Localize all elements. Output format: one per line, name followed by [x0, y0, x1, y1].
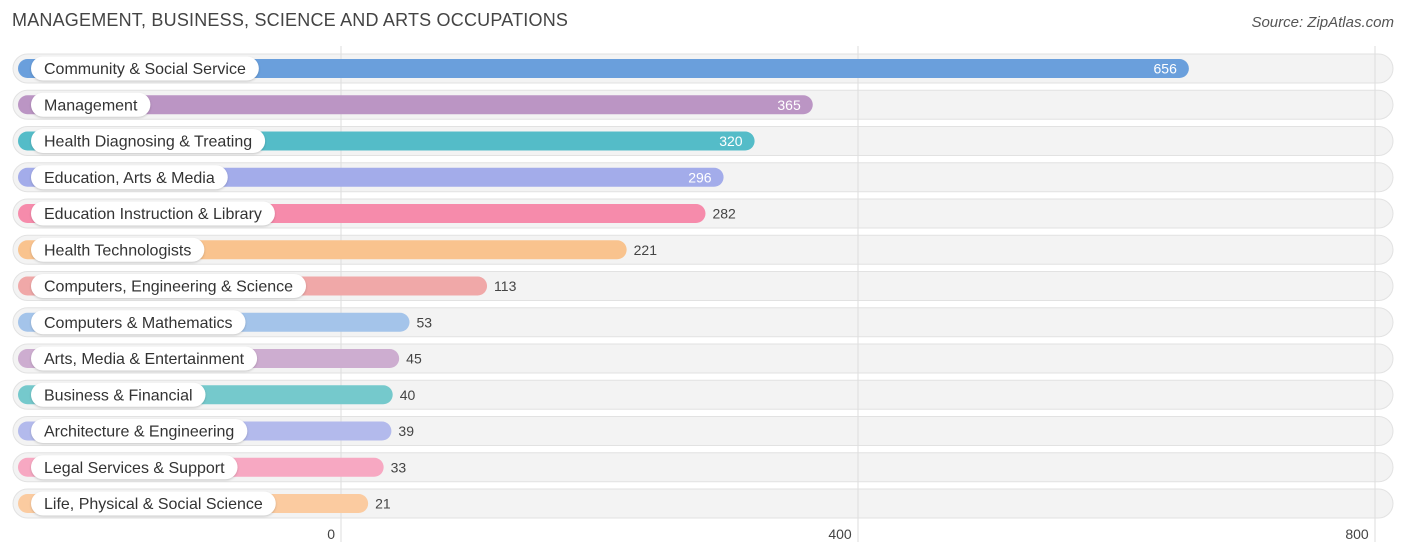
- bar-label: Community & Social Service: [44, 61, 246, 78]
- bar-label: Health Technologists: [44, 242, 191, 259]
- label-pill: [31, 56, 259, 81]
- x-tick-label: 800: [1345, 526, 1369, 542]
- bar-value: 656: [1154, 61, 1178, 77]
- bar-value: 40: [400, 387, 416, 403]
- bar: [18, 59, 1189, 78]
- label-pill: [31, 419, 248, 443]
- label-pill: [31, 165, 228, 190]
- bar-label: Computers, Engineering & Science: [44, 279, 293, 296]
- chart-title: MANAGEMENT, BUSINESS, SCIENCE AND ARTS O…: [12, 10, 569, 30]
- label-pill: [31, 201, 275, 226]
- bar-value: 33: [391, 459, 407, 475]
- bar-label: Management: [44, 97, 138, 114]
- label-pill: [31, 129, 266, 153]
- bar-value: 296: [688, 169, 712, 185]
- label-pill: [31, 382, 206, 407]
- bar-value: 282: [712, 206, 736, 222]
- source-note: Source: ZipAtlas.com: [1251, 14, 1394, 31]
- label-pill: [31, 455, 238, 480]
- bar-label: Business & Financial: [44, 387, 193, 404]
- bar-label: Education Instruction & Library: [44, 206, 262, 223]
- label-pill: [31, 346, 258, 371]
- label-pill: [31, 274, 307, 298]
- bar-value: 39: [398, 423, 414, 439]
- label-pill: [31, 92, 151, 117]
- bar-label: Arts, Media & Entertainment: [44, 351, 245, 368]
- label-pill: [31, 491, 276, 516]
- bar-label: Computers & Mathematics: [44, 315, 233, 332]
- x-tick-label: 0: [327, 526, 335, 542]
- bar-label: Education, Arts & Media: [44, 170, 215, 187]
- bar-label: Legal Services & Support: [44, 460, 225, 477]
- bar-value: 113: [494, 278, 517, 294]
- bar-value: 221: [634, 242, 658, 258]
- bar-value: 21: [375, 496, 391, 512]
- bar-value: 320: [719, 133, 743, 149]
- bar: [18, 95, 813, 115]
- label-pill: [31, 237, 205, 262]
- bar-label: Life, Physical & Social Science: [44, 496, 263, 513]
- bar-value: 365: [777, 97, 801, 113]
- label-pill: [31, 310, 246, 335]
- bar-label: Architecture & Engineering: [44, 424, 234, 441]
- bar-value: 53: [417, 314, 433, 330]
- x-tick-label: 400: [828, 526, 852, 542]
- bar-value: 45: [406, 351, 422, 367]
- bar-label: Health Diagnosing & Treating: [44, 134, 252, 151]
